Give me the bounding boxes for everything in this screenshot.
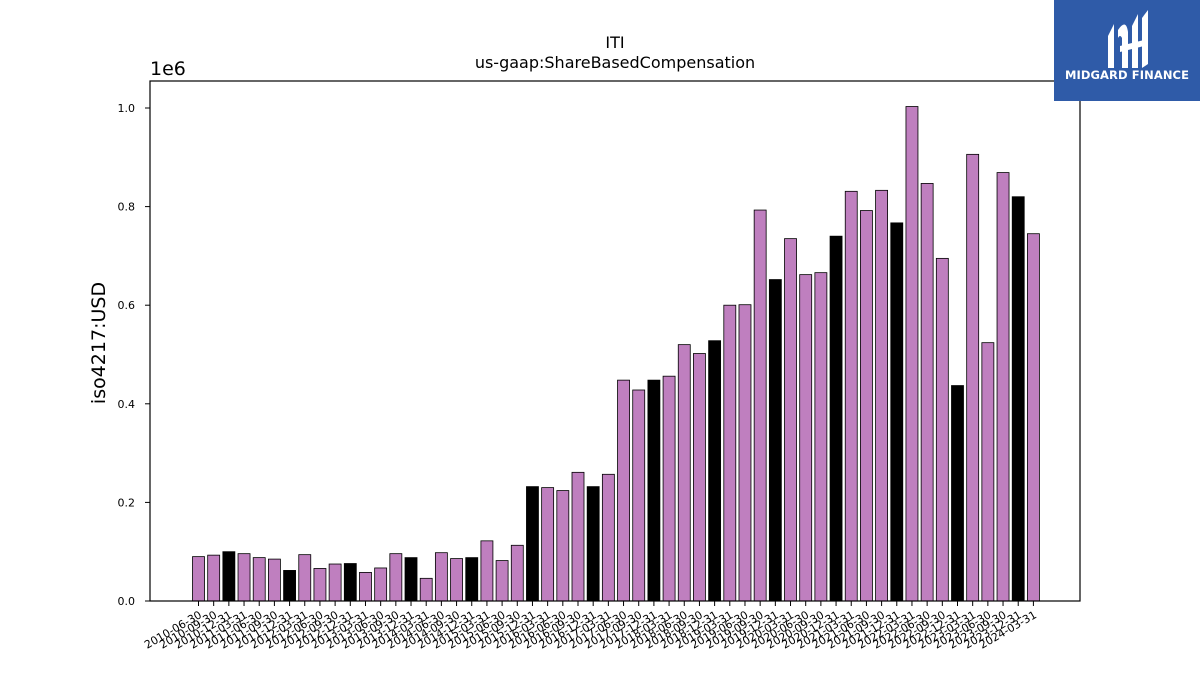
bar-2018-12-31: [708, 340, 722, 602]
bar-2020-12-31: [829, 235, 843, 602]
bar-2022-06-30: [920, 183, 934, 602]
bar-2018-03-31: [662, 375, 676, 602]
bar-2022-03-31: [905, 106, 919, 602]
plot-frame: [149, 80, 1081, 602]
bar-2021-12-31: [890, 222, 904, 602]
bar-2014-06-30: [434, 552, 448, 602]
bar-2010-06-30: [192, 556, 205, 602]
brand-logo: MIDGARD FINANCE: [1054, 0, 1200, 101]
y-ticks-group: 0.0 0.2 0.4 0.6 0.8 1.0: [118, 102, 150, 608]
bar-2011-12-31: [283, 570, 296, 602]
bar-2016-03-31: [541, 487, 555, 602]
bars-group: [192, 106, 1040, 602]
y-offset-label: 1e6: [150, 58, 186, 80]
bar-2014-03-31: [419, 577, 433, 602]
bar-2014-12-31: [465, 557, 479, 602]
bar-2011-06-30: [252, 557, 266, 602]
bar-2019-12-31: [768, 279, 782, 602]
bar-2017-03-31: [601, 473, 615, 602]
bar-2017-12-31: [647, 379, 661, 602]
bar-2018-09-30: [693, 353, 706, 602]
bar-2017-09-30: [632, 389, 646, 602]
bar-2016-12-31: [586, 486, 600, 602]
bar-2020-09-30: [814, 272, 828, 602]
y-tick-label: 0.0: [118, 595, 136, 608]
bar-2013-12-31: [404, 557, 418, 602]
y-tick-label: 0.4: [118, 398, 136, 411]
bar-2024-03-31: [1027, 233, 1040, 602]
bar-2021-09-30: [875, 189, 888, 602]
bar-2019-09-30: [753, 209, 767, 602]
bar-2014-09-30: [450, 558, 463, 602]
x-ticks-group: 2010-06-302010-09-302010-12-312011-03-31…: [142, 601, 1039, 652]
bar-2011-03-31: [237, 553, 251, 602]
brand-name: MIDGARD FINANCE: [1064, 68, 1190, 82]
bar-2012-09-30: [328, 563, 342, 602]
bar-2012-03-31: [298, 554, 312, 602]
bar-2013-06-30: [374, 567, 388, 602]
bar-2023-09-30: [996, 172, 1010, 602]
bar-2016-06-30: [556, 490, 570, 602]
bar-2012-12-31: [343, 563, 357, 602]
bar-2012-06-30: [313, 568, 327, 602]
chart-title: ITI: [605, 33, 624, 52]
brand-mark-icon: [1108, 10, 1148, 68]
y-tick-label: 0.2: [118, 496, 136, 509]
bar-2018-06-30: [677, 344, 691, 602]
bar-2010-12-31: [222, 551, 236, 602]
y-tick-label: 0.6: [118, 299, 136, 312]
y-tick-label: 1.0: [118, 102, 136, 115]
bar-2015-03-31: [480, 540, 494, 602]
bar-2010-09-30: [207, 554, 221, 602]
bar-2013-03-31: [359, 572, 372, 602]
bar-2023-12-31: [1011, 196, 1025, 602]
bar-2020-06-30: [799, 274, 813, 602]
bar-2019-06-30: [738, 304, 752, 602]
bar-2011-09-30: [267, 558, 281, 602]
bar-2015-09-30: [510, 544, 524, 602]
chart-subtitle: us-gaap:ShareBasedCompensation: [475, 53, 755, 72]
bar-2015-12-31: [526, 486, 539, 602]
bar-2022-12-31: [951, 385, 964, 602]
y-axis-label: iso4217:USD: [88, 282, 110, 404]
bar-2021-06-30: [860, 210, 873, 602]
bar-2022-09-30: [935, 257, 949, 602]
bar-2016-09-30: [571, 471, 585, 602]
bar-2017-06-30: [617, 379, 630, 602]
bar-2015-06-30: [495, 560, 509, 602]
bar-2023-06-30: [981, 342, 995, 602]
bar-2020-03-31: [784, 238, 797, 602]
bar-2023-03-31: [966, 153, 980, 602]
bar-2013-09-30: [389, 553, 403, 602]
bar-2021-03-31: [844, 190, 858, 602]
y-tick-label: 0.8: [118, 201, 136, 214]
bar-2019-03-31: [723, 304, 737, 602]
